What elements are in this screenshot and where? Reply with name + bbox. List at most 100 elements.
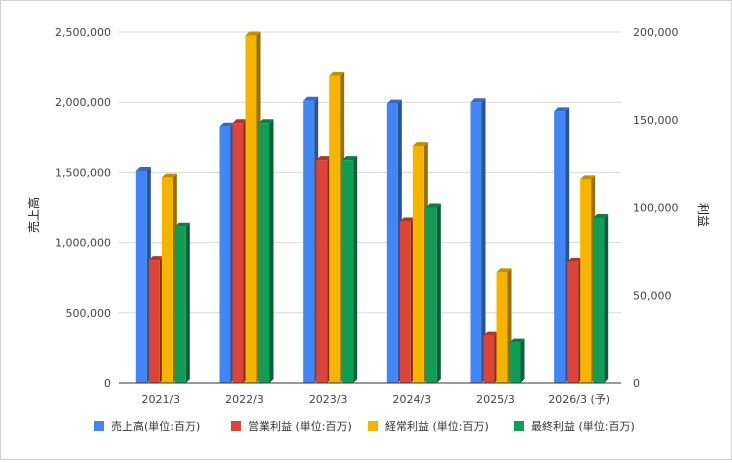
bar-front	[580, 179, 592, 383]
bar-side	[353, 156, 358, 383]
left-tick-label: 500,000	[66, 307, 112, 320]
legend-item: 最終利益 (単位:百万)	[514, 419, 635, 433]
legend-item: 売上高(単位:百万)	[94, 419, 200, 433]
category-label: 2025/3	[476, 393, 515, 406]
category-label: 2022/3	[225, 393, 264, 406]
bar-top	[316, 156, 332, 161]
bar	[386, 99, 402, 383]
bar-top	[412, 142, 428, 147]
bar	[174, 222, 190, 383]
bar-front	[135, 170, 147, 383]
bar	[412, 142, 428, 383]
right-tick-label: 50,000	[633, 289, 672, 302]
bar-top	[148, 256, 164, 261]
legend-swatch	[231, 421, 241, 431]
bar-side	[185, 222, 190, 383]
bar-top	[174, 222, 190, 227]
bar-top	[386, 99, 402, 104]
bar-side	[481, 98, 486, 383]
bar-top	[580, 175, 596, 180]
left-tick-label: 2,500,000	[55, 26, 111, 39]
bar	[593, 214, 609, 383]
left-tick-label: 2,000,000	[55, 96, 111, 109]
bar-front	[316, 160, 328, 383]
legend-item: 経常利益 (単位:百万)	[368, 419, 489, 433]
bar-front	[342, 160, 354, 383]
bar-top	[219, 122, 235, 127]
bar-top	[593, 214, 609, 219]
bar	[258, 119, 274, 383]
category-label: 2023/3	[309, 393, 348, 406]
bar-top	[232, 119, 248, 124]
bar-top	[135, 166, 151, 171]
category-labels: 2021/3 2022/3 2023/3 2024/3 2025/3 2026/3 (予)	[141, 393, 610, 406]
right-axis-ticks: 0 50,000 100,000 150,000 200,000	[633, 26, 679, 390]
bar-top	[329, 71, 345, 76]
bar	[303, 96, 319, 384]
bar-front	[470, 102, 482, 383]
bar-front	[509, 342, 521, 383]
bar-front	[148, 260, 160, 383]
right-tick-label: 0	[633, 377, 640, 390]
bar-front	[483, 335, 495, 383]
legend-label: 売上高(単位:百万)	[111, 419, 200, 433]
bar-front	[258, 123, 270, 383]
right-tick-label: 150,000	[633, 114, 679, 127]
bar	[496, 268, 512, 383]
bar-top	[399, 217, 415, 222]
bar-front	[303, 100, 315, 384]
left-tick-label: 0	[104, 377, 111, 390]
bar-top	[303, 96, 319, 101]
bar-front	[219, 126, 231, 384]
bar-top	[342, 156, 358, 161]
legend-swatch	[94, 421, 104, 431]
bar-top	[425, 203, 441, 208]
bar-top	[161, 173, 177, 178]
right-tick-label: 100,000	[633, 202, 679, 215]
legend-swatch	[368, 421, 378, 431]
bar	[161, 173, 177, 383]
bar-front	[161, 177, 173, 383]
bar	[554, 107, 570, 384]
bar	[245, 31, 261, 383]
bar	[135, 166, 151, 383]
bar-front	[399, 221, 411, 383]
legend-label: 経常利益 (単位:百万)	[385, 419, 489, 433]
gridlines	[119, 31, 621, 384]
bar	[232, 119, 248, 383]
bar-front	[567, 261, 579, 383]
bar	[342, 156, 358, 383]
bar	[509, 338, 525, 383]
legend: 売上高(単位:百万) 営業利益 (単位:百万) 経常利益 (単位:百万) 最終利益 (…	[94, 419, 635, 433]
bar-front	[593, 218, 605, 383]
bar-front	[386, 103, 398, 383]
right-tick-label: 200,000	[633, 26, 679, 39]
bar-top	[245, 31, 261, 36]
legend-label: 最終利益 (単位:百万)	[531, 419, 635, 433]
bar-front	[329, 75, 341, 383]
bar-top	[470, 98, 486, 103]
legend-item: 営業利益 (単位:百万)	[231, 419, 352, 433]
right-axis-label: 利益	[696, 203, 710, 227]
left-tick-label: 1,500,000	[55, 166, 111, 179]
bar-top	[258, 119, 274, 124]
bar-front	[245, 35, 257, 383]
legend-label: 営業利益 (単位:百万)	[248, 419, 352, 433]
bar-top	[509, 338, 525, 343]
bar-top	[496, 268, 512, 273]
bar-side	[520, 338, 525, 383]
legend-swatch	[514, 421, 524, 431]
bar	[219, 122, 235, 384]
category-label: 2024/3	[392, 393, 431, 406]
bar	[470, 98, 486, 383]
bar	[148, 256, 164, 383]
bar-front	[554, 111, 566, 384]
bars	[135, 31, 609, 384]
bar-front	[174, 226, 186, 383]
bar	[483, 331, 499, 383]
bar-front	[232, 123, 244, 383]
bar	[425, 203, 441, 383]
bar-top	[554, 107, 570, 112]
